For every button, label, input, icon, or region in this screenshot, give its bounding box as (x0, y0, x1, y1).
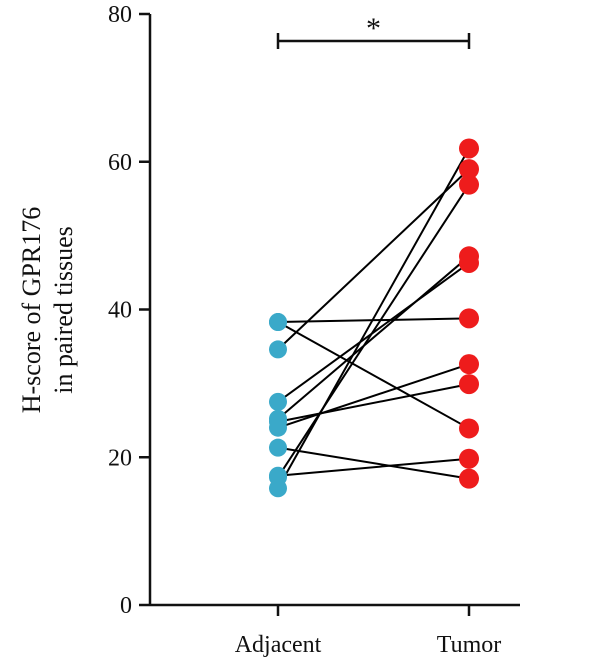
pair-lines (277, 147, 470, 489)
tumor-point (459, 159, 479, 180)
y-tick-label: 60 (108, 150, 132, 176)
y-tick-label: 0 (120, 593, 132, 619)
pair-line (277, 383, 470, 423)
y-axis-title-line-2: in paired tissues (49, 226, 78, 394)
pair-line (277, 184, 470, 478)
adjacent-point (269, 479, 287, 498)
tumor-point (459, 354, 479, 375)
pair-line (277, 321, 470, 430)
significance-label: * (366, 12, 381, 45)
tumor-point (459, 468, 479, 489)
y-tick-label: 40 (108, 298, 132, 324)
adjacent-point (269, 340, 287, 359)
y-axis-ticks: 0 20 40 60 80 (108, 2, 150, 619)
adjacent-point (269, 313, 287, 332)
pair-line (277, 457, 470, 477)
tumor-point (459, 308, 479, 329)
y-tick-label: 80 (108, 2, 132, 28)
y-axis-title-line-1: H-score of GPR176 (17, 207, 46, 414)
x-tick-label-adjacent: Adjacent (235, 632, 322, 658)
pair-line (277, 147, 470, 489)
adjacent-point (269, 412, 287, 431)
tumor-point (459, 374, 479, 395)
significance-bracket (276, 33, 471, 49)
pair-line (277, 446, 470, 480)
pair-line (277, 255, 470, 420)
tumor-point (459, 246, 479, 267)
adjacent-point (269, 438, 287, 457)
pair-line (277, 168, 470, 351)
tumor-point (459, 138, 479, 159)
tumor-point (459, 174, 479, 195)
tumor-point (459, 448, 479, 469)
adjacent-point (269, 392, 287, 411)
x-axis-ticks: Adjacent Tumor (235, 605, 501, 658)
data-points (269, 138, 479, 498)
pair-line (277, 363, 470, 429)
tumor-point (459, 418, 479, 439)
y-tick-label: 20 (108, 445, 132, 471)
x-tick-label-tumor: Tumor (437, 632, 501, 658)
